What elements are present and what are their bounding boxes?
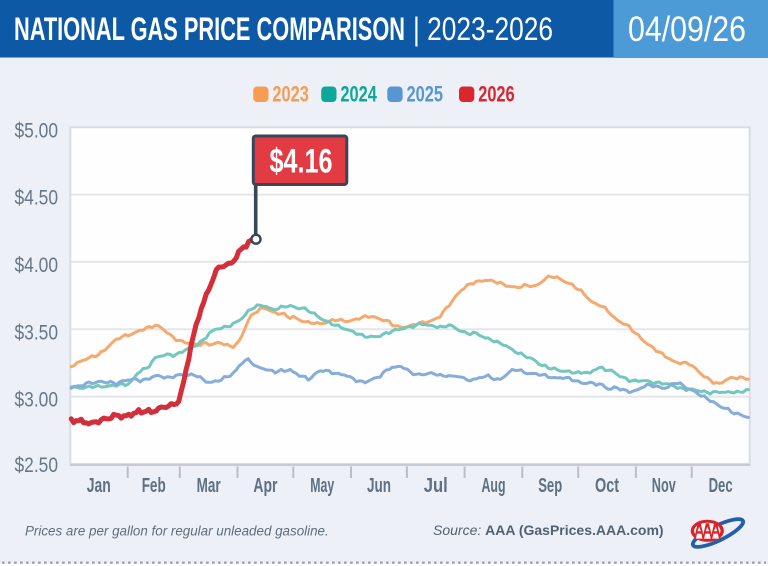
svg-text:$2.50: $2.50 [15,453,59,477]
svg-text:$4.00: $4.00 [15,253,59,277]
svg-text:Sep: Sep [538,475,562,497]
svg-text:2024: 2024 [340,82,377,107]
svg-text:| 2023-2026: | 2023-2026 [413,11,553,47]
svg-text:Prices are per gallon for regu: Prices are per gallon for regular unlead… [25,524,329,539]
svg-text:$3.50: $3.50 [15,320,59,344]
svg-text:$3.00: $3.00 [15,388,59,412]
svg-text:Feb: Feb [142,475,166,497]
svg-text:04/09/26: 04/09/26 [628,10,746,49]
svg-text:Oct: Oct [595,475,619,497]
svg-text:$4.16: $4.16 [270,143,333,181]
svg-text:2026: 2026 [478,82,515,107]
svg-text:Aug: Aug [482,475,506,497]
svg-text:2023: 2023 [272,82,309,107]
svg-text:NATIONAL GAS PRICE COMPARISON: NATIONAL GAS PRICE COMPARISON [14,11,405,47]
svg-text:Jul: Jul [424,475,448,497]
svg-text:$5.00: $5.00 [15,118,59,142]
svg-text:Source: AAA (GasPrices.AAA.com: Source: AAA (GasPrices.AAA.com) [433,522,664,538]
svg-text:$4.50: $4.50 [15,186,59,210]
svg-text:Apr: Apr [253,475,277,497]
svg-text:Nov: Nov [652,475,677,497]
svg-text:Jan: Jan [87,475,111,497]
svg-text:May: May [310,475,335,497]
svg-text:Mar: Mar [197,475,221,497]
svg-text:Jun: Jun [367,475,391,497]
svg-text:2025: 2025 [407,82,444,107]
svg-text:Dec: Dec [709,475,733,497]
